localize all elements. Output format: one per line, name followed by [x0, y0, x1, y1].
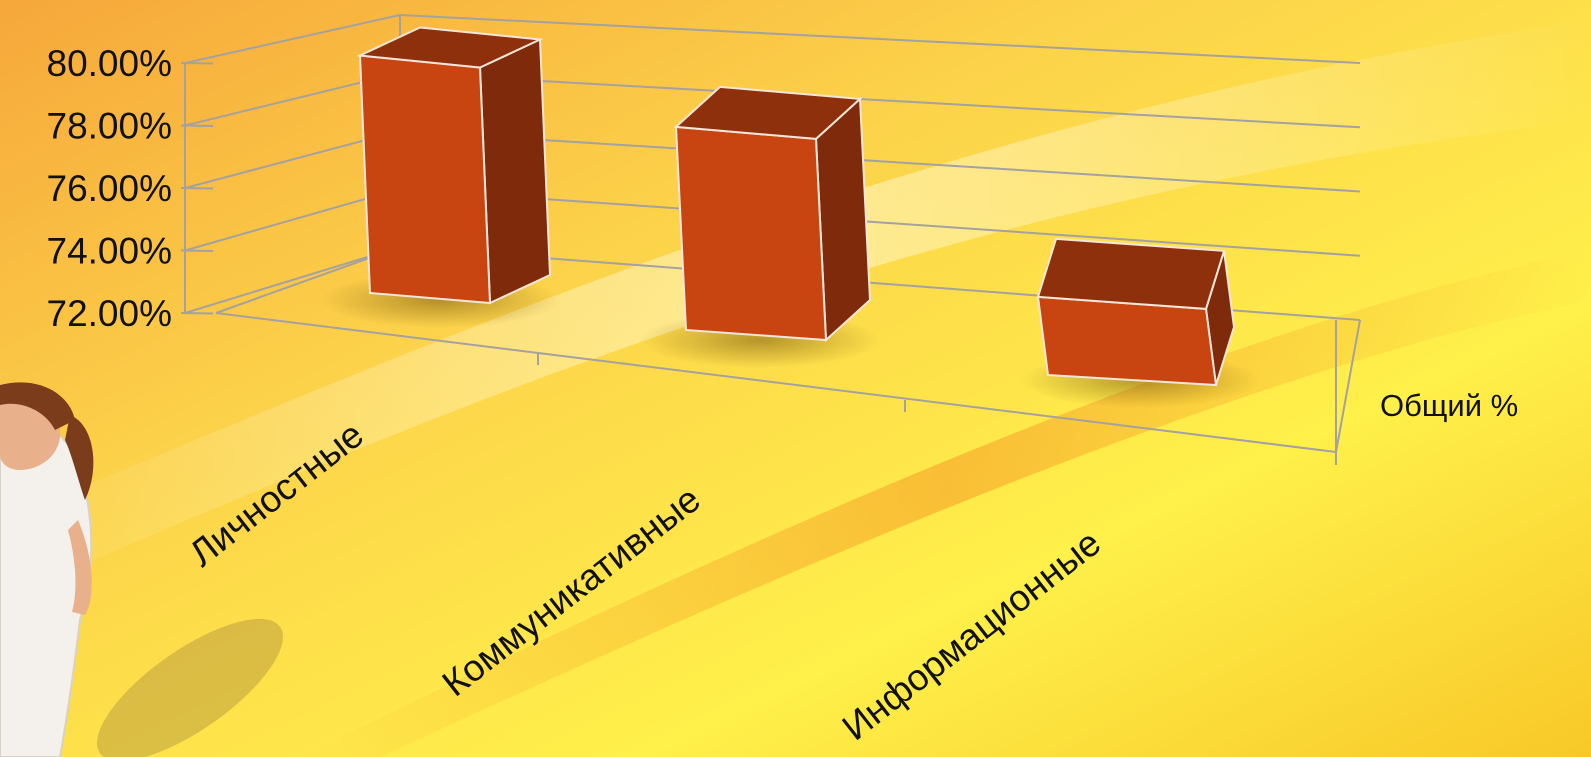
y-tick-mark: [180, 187, 214, 190]
y-tick-mark: [180, 249, 214, 252]
y-tick-mark: [180, 312, 214, 315]
bar-top-face: [1036, 237, 1226, 310]
bars-layer: [356, 26, 1236, 387]
bar-front-face: [358, 54, 492, 305]
bar: [1036, 237, 1236, 387]
x-axis-line: [215, 312, 1361, 454]
background-streak: [0, 20, 1591, 600]
bar: [356, 26, 552, 305]
bar-front-face: [1036, 295, 1218, 387]
child-figure: [0, 382, 283, 757]
y-tick-label: 74.00%: [47, 231, 173, 272]
series-label: Общий %: [1380, 388, 1518, 423]
y-tick-label: 76.00%: [47, 168, 173, 209]
bar: [673, 85, 872, 343]
bar-top-face: [673, 85, 863, 140]
y-tick-label: 80.00%: [47, 43, 173, 84]
bar-side-face: [478, 37, 552, 305]
y-tick-mark: [180, 62, 214, 65]
y-tick-label: 78.00%: [47, 106, 173, 147]
y-axis-ticks: 72.00% 74.00% 76.00% 78.00% 80.00%: [47, 43, 173, 334]
bar-top-face: [356, 26, 544, 69]
y-tick-mark: [180, 124, 214, 127]
y-tick-label: 72.00%: [47, 293, 173, 334]
background-streak: [300, 250, 1591, 757]
bar-front-face: [674, 125, 828, 342]
bar-chart-3d: 72.00%74.00%76.00%78.00%80.00% Личностны…: [47, 13, 1518, 748]
